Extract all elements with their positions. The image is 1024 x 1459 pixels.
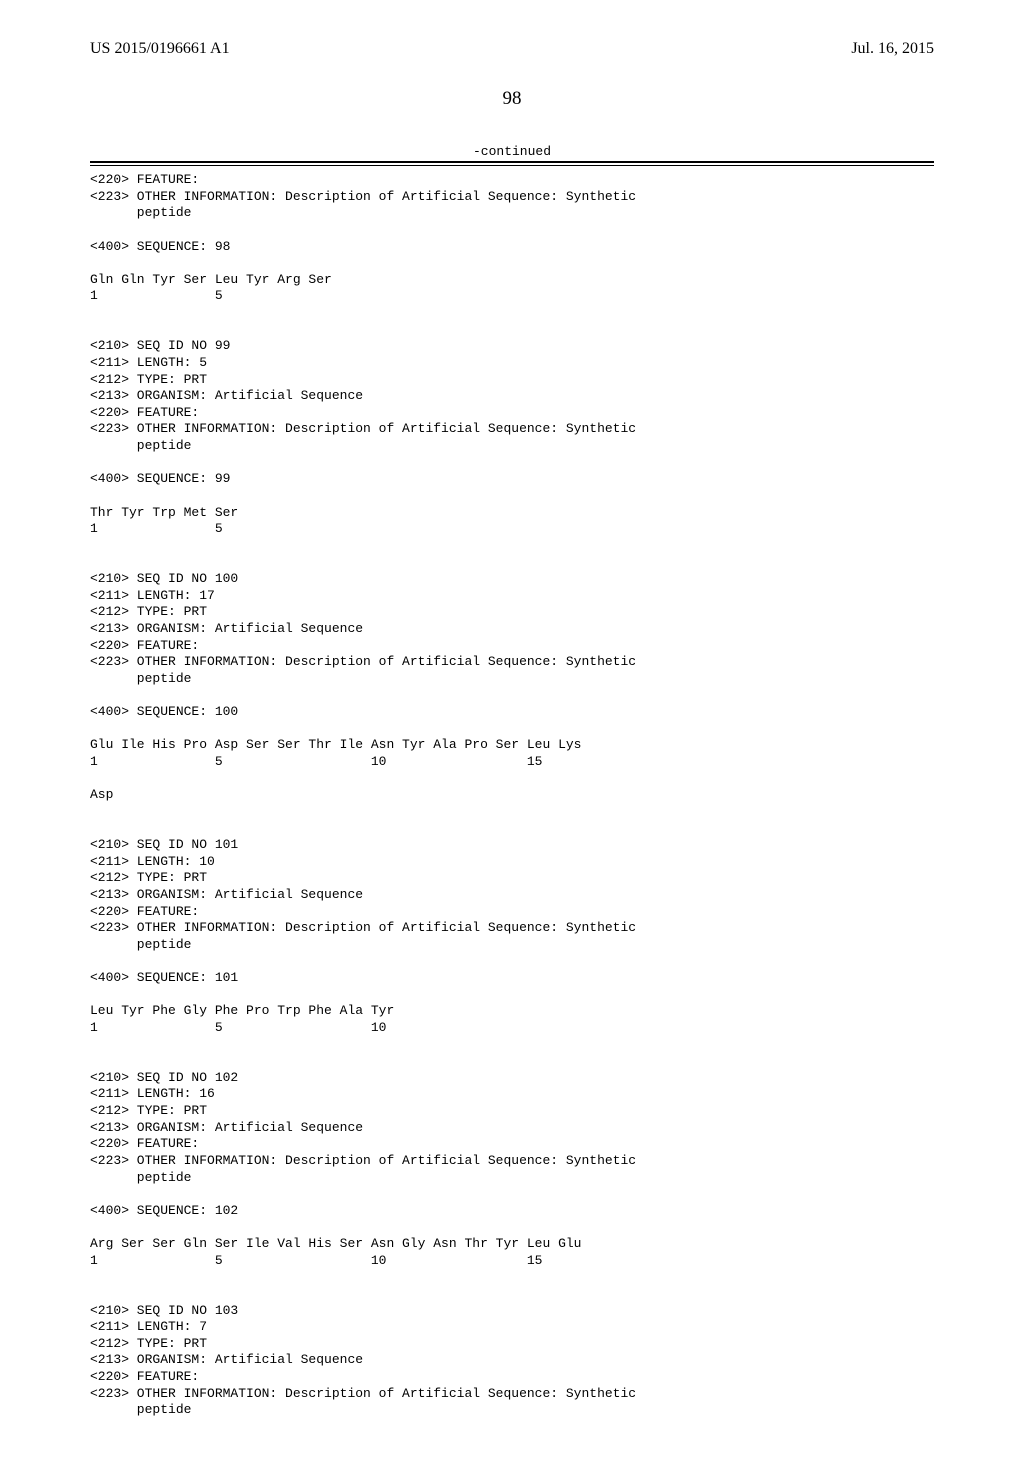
publication-date: Jul. 16, 2015 (851, 40, 934, 58)
page-number: 98 (90, 88, 934, 110)
patent-page: US 2015/0196661 A1 Jul. 16, 2015 98 -con… (0, 0, 1024, 1459)
divider-top (90, 161, 934, 163)
divider-thin (90, 165, 934, 166)
sequence-listing: <220> FEATURE: <223> OTHER INFORMATION: … (90, 172, 934, 1419)
continued-label: -continued (90, 144, 934, 159)
page-header: US 2015/0196661 A1 Jul. 16, 2015 (90, 40, 934, 58)
publication-number: US 2015/0196661 A1 (90, 40, 230, 58)
